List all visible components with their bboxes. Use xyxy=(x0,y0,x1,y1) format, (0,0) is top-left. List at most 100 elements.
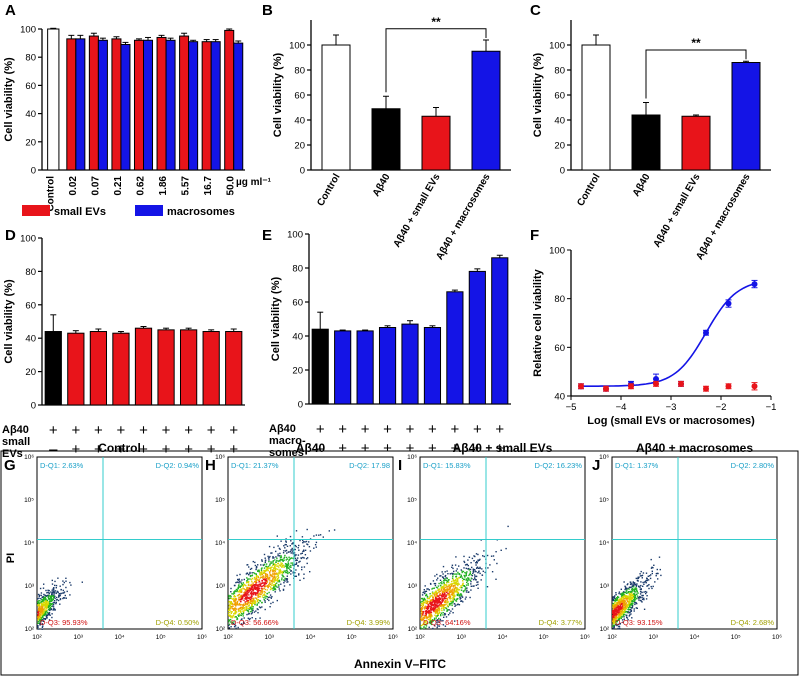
flow-event xyxy=(455,576,457,578)
flow-event xyxy=(470,580,472,583)
flow-event xyxy=(252,560,254,563)
flow-event xyxy=(41,623,44,625)
flow-event xyxy=(46,615,48,617)
flow-event xyxy=(52,595,54,597)
flow-event xyxy=(254,587,257,589)
flow-event xyxy=(235,627,237,629)
flow-event xyxy=(638,596,640,598)
flow-event xyxy=(430,620,432,622)
flow-event xyxy=(423,597,425,600)
flow-event xyxy=(441,599,443,601)
flow-event xyxy=(469,571,472,573)
y-axis-label: Cell viability (%) xyxy=(532,52,544,137)
flow-event xyxy=(426,607,428,609)
flow-event xyxy=(55,602,57,605)
flow-event xyxy=(251,575,253,577)
flow-event xyxy=(260,593,262,596)
flow-event xyxy=(46,616,48,618)
flow-event xyxy=(466,571,468,573)
flow-event xyxy=(53,596,55,599)
flow-event xyxy=(303,545,305,547)
flow-event xyxy=(446,599,449,601)
flow-event xyxy=(624,596,627,598)
flow-plot-frame xyxy=(36,456,203,630)
flow-event xyxy=(279,570,281,572)
flow-event xyxy=(615,616,618,618)
flow-event xyxy=(287,567,289,569)
flow-event xyxy=(234,603,237,606)
flow-event xyxy=(45,600,47,602)
x-axis-label: Log (small EVs or macrosomes) xyxy=(587,415,755,427)
flow-event xyxy=(276,565,278,568)
flow-event xyxy=(462,580,464,582)
flow-event xyxy=(268,582,271,585)
x-tick-label: Control xyxy=(315,172,342,208)
flow-event xyxy=(44,609,46,611)
flow-event xyxy=(460,589,463,591)
flow-event xyxy=(236,581,238,583)
flow-plot-0: D-Q1: 2.63% D-Q2: 0.94%D-Q3: 95.93% D-Q4: … xyxy=(24,441,207,641)
flow-event xyxy=(274,565,276,568)
flow-event xyxy=(231,607,234,610)
flow-event xyxy=(43,600,45,602)
flow-event xyxy=(246,577,248,579)
flow-event xyxy=(423,621,425,623)
flow-event xyxy=(629,605,631,607)
flow-event xyxy=(264,579,266,582)
flow-event xyxy=(272,578,274,580)
row-sign: + xyxy=(117,422,126,439)
flow-event xyxy=(651,572,653,575)
flow-event xyxy=(450,600,453,602)
flow-event xyxy=(628,611,631,614)
flow-event xyxy=(284,547,286,549)
bar-macrosomes xyxy=(120,44,131,171)
flow-event xyxy=(313,535,315,537)
flow-event xyxy=(286,575,288,577)
flow-event xyxy=(619,627,621,630)
flow-event xyxy=(41,609,43,611)
y-axis-label: Relative cell viability xyxy=(532,268,544,376)
flow-event xyxy=(631,590,634,592)
flow-event xyxy=(634,587,636,590)
flow-event xyxy=(422,611,425,613)
flow-event xyxy=(444,614,446,616)
flow-event xyxy=(263,553,266,556)
flow-event xyxy=(264,594,266,597)
flow-event xyxy=(456,580,458,582)
flow-event xyxy=(232,622,235,625)
flow-event xyxy=(234,623,236,626)
flow-event xyxy=(261,596,264,598)
flow-event xyxy=(634,601,636,604)
row-sign: + xyxy=(383,421,392,438)
flow-event xyxy=(423,599,425,602)
flow-event xyxy=(283,585,286,587)
flow-event xyxy=(486,586,489,588)
x-tick-label: Aβ40 + macrosomes xyxy=(694,172,753,262)
flow-event xyxy=(239,590,241,593)
flow-event xyxy=(625,605,627,607)
flow-event xyxy=(438,602,441,604)
flow-event xyxy=(263,593,266,595)
flow-event xyxy=(617,619,619,621)
bar xyxy=(371,108,401,171)
flow-event xyxy=(422,604,424,606)
flow-event xyxy=(303,573,305,575)
flow-event xyxy=(252,590,255,592)
flow-event xyxy=(237,614,239,616)
flow-event xyxy=(432,603,434,606)
flow-event xyxy=(446,577,448,580)
x-tick-label: 0.62 xyxy=(136,176,147,196)
flow-x-tick: 10⁵ xyxy=(347,634,357,641)
flow-event xyxy=(616,604,619,606)
flow-event xyxy=(426,588,428,590)
flow-event xyxy=(267,567,270,569)
flow-event xyxy=(238,584,240,586)
flow-event xyxy=(452,595,454,597)
flow-event xyxy=(39,614,42,616)
flow-event xyxy=(425,614,427,616)
y-tick-label: 60 xyxy=(25,81,36,92)
flow-event xyxy=(48,594,50,597)
flow-event xyxy=(272,572,274,574)
flow-event xyxy=(444,607,446,609)
